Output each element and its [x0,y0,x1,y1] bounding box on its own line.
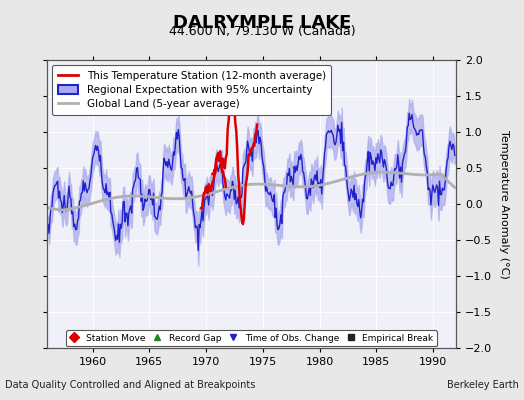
Text: 44.600 N, 79.130 W (Canada): 44.600 N, 79.130 W (Canada) [169,25,355,38]
Text: Berkeley Earth: Berkeley Earth [447,380,519,390]
Y-axis label: Temperature Anomaly (°C): Temperature Anomaly (°C) [499,130,509,278]
Legend: Station Move, Record Gap, Time of Obs. Change, Empirical Break: Station Move, Record Gap, Time of Obs. C… [66,330,437,346]
Text: Data Quality Controlled and Aligned at Breakpoints: Data Quality Controlled and Aligned at B… [5,380,256,390]
Text: DALRYMPLE LAKE: DALRYMPLE LAKE [173,14,351,32]
